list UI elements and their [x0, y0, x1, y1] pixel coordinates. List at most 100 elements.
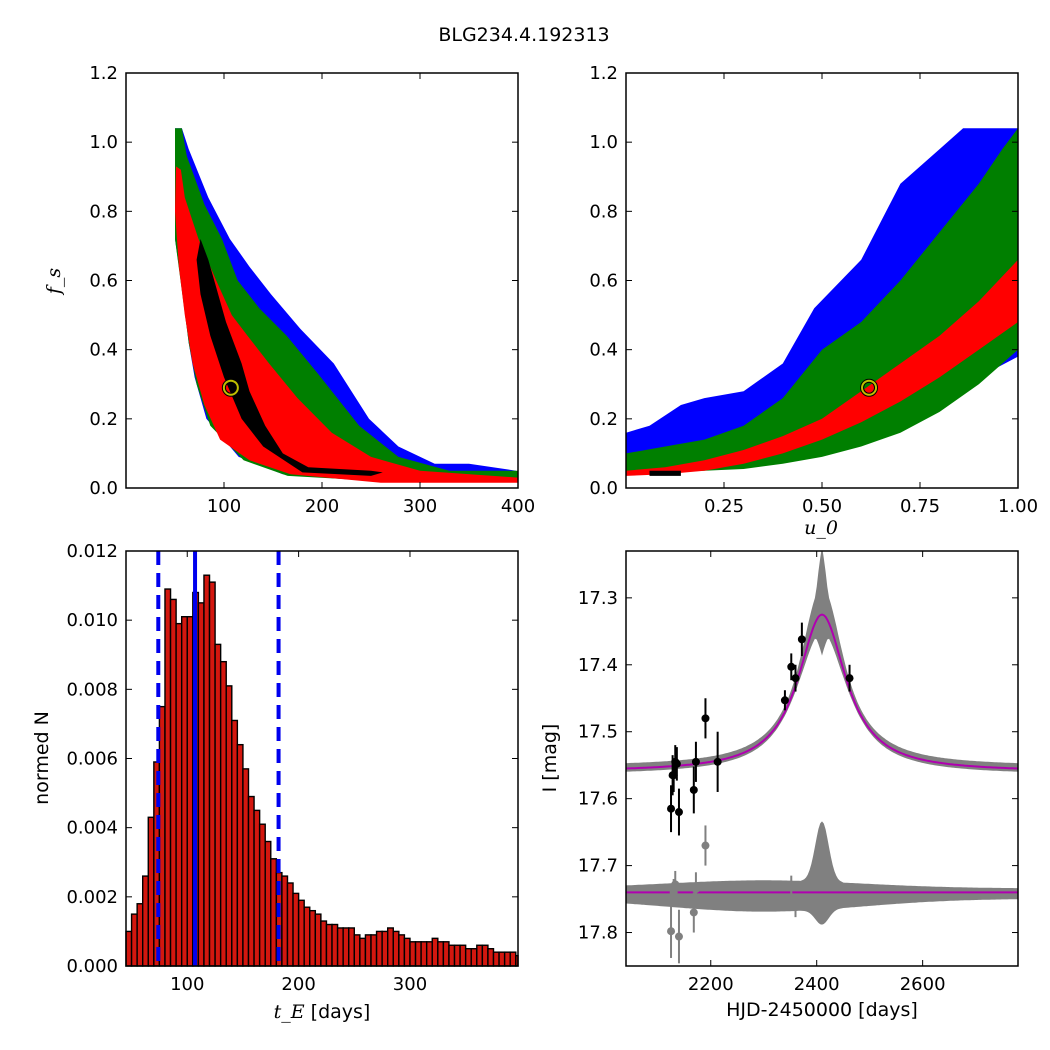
hist-bar — [348, 927, 355, 967]
p2-region-red — [626, 259, 1018, 476]
p3-ytick-label: 0.006 — [66, 749, 118, 770]
p1-ytick-label: 0.8 — [89, 201, 118, 222]
p2-region-black — [649, 470, 681, 476]
hist-bar — [264, 840, 272, 967]
p4-xtick-label: 2400 — [794, 974, 840, 995]
p1-confidence-regions — [175, 128, 518, 483]
data-point — [780, 696, 789, 705]
hist-bar — [147, 816, 155, 967]
residual-point — [787, 881, 796, 890]
residual-point — [671, 880, 680, 889]
hist-bar — [342, 927, 350, 967]
p3-xlabel-unit: [days] — [311, 1001, 371, 1023]
p3-vertical-lines — [156, 551, 281, 966]
hist-bar — [286, 882, 294, 967]
p2-ytick-label: 0.2 — [589, 409, 618, 430]
hist-bar — [130, 913, 138, 967]
p4-ytick-label: 17.8 — [578, 923, 618, 944]
p1-ylabel: f_s — [43, 268, 65, 297]
residual-point — [691, 885, 700, 894]
hist-bar — [509, 951, 517, 967]
p1-ytick-label: 1.0 — [89, 132, 118, 153]
hist-bar — [314, 913, 322, 967]
p2-ytick-label: 1.0 — [589, 132, 618, 153]
p1-best-fit-marker-inner — [222, 379, 239, 396]
hist-bar — [331, 923, 339, 967]
hist-bar — [197, 602, 205, 967]
p3-xlabel: t_E [days] — [274, 1001, 371, 1023]
hist-bar — [281, 875, 289, 967]
residual-point — [669, 888, 678, 897]
p1-ytick-label: 1.2 — [89, 63, 118, 84]
best-fit-model-line — [626, 613, 1018, 770]
p2-xtick-label: 1.00 — [998, 496, 1038, 517]
hist-bar — [142, 875, 149, 967]
p4-xtick-label: 2200 — [688, 974, 734, 995]
hist-bar — [403, 937, 411, 967]
p3-ytick-label: 0.000 — [66, 956, 118, 977]
hist-bar — [353, 934, 361, 967]
p3-ytick-label: 0.002 — [66, 887, 118, 908]
p4-ytick-label: 17.4 — [578, 655, 618, 676]
p4-ticks: 2200 2400 2600 17.3 17.4 17.5 17.6 17.7 17.8 — [578, 551, 1018, 995]
hist-bar — [425, 941, 433, 967]
data-point — [791, 674, 800, 683]
hist-bar — [431, 937, 439, 967]
data-point — [689, 785, 698, 794]
data-point — [691, 757, 700, 766]
hist-bar — [398, 934, 406, 967]
residual-point — [667, 927, 676, 936]
hist-bar — [481, 944, 489, 967]
p4-ylabel: I [mag] — [539, 724, 561, 793]
p2-ytick-label: 0.8 — [589, 201, 618, 222]
residual-point — [689, 908, 698, 917]
hist-bar — [387, 927, 394, 967]
hist-bar — [180, 616, 188, 967]
hist-bar — [203, 574, 211, 967]
hist-bar — [325, 923, 333, 967]
hist-bar — [370, 934, 378, 967]
hist-bar — [292, 892, 300, 967]
p3-ytick-label: 0.008 — [66, 679, 118, 700]
hist-bar — [336, 927, 344, 967]
hist-bar — [164, 588, 172, 967]
p4-ytick-label: 17.5 — [578, 722, 618, 743]
hist-bar — [448, 944, 456, 967]
hist-bar — [470, 948, 478, 967]
hist-bar — [242, 768, 250, 967]
p2-best-fit-marker-inner — [861, 379, 878, 396]
p2-ytick-label: 1.2 — [589, 63, 618, 84]
hist-bar — [320, 920, 328, 967]
hist-bar — [492, 951, 500, 967]
p4-axes-frame — [625, 550, 1019, 967]
p3-ticks: 100 200 300 0.000 0.002 0.004 0.006 0.008 0.010 0… — [66, 541, 518, 995]
data-point — [667, 804, 676, 813]
hist-bar — [297, 899, 305, 967]
p1-xtick-label: 200 — [305, 496, 339, 517]
panel-lightcurve: 2200 2400 2600 17.3 17.4 17.5 17.6 17.7 17.8 I [… — [539, 550, 1019, 1021]
hist-bar — [214, 643, 222, 967]
hist-bar — [225, 685, 233, 967]
p2-ytick-label: 0.4 — [589, 340, 618, 361]
p4-xlabel: HJD-2450000 [days] — [726, 999, 918, 1021]
p1-xtick-label: 300 — [403, 496, 437, 517]
p2-ytick-label: 0.6 — [589, 271, 618, 292]
p1-xtick-label: 100 — [207, 496, 241, 517]
hist-bar — [186, 616, 194, 967]
p4-model-and-data — [626, 551, 1018, 964]
hist-bar — [476, 944, 484, 967]
p3-ylabel: normed N — [31, 711, 53, 805]
hist-bar — [442, 941, 450, 967]
hist-bar — [236, 743, 244, 967]
p1-region-red — [175, 166, 518, 483]
hist-bar — [437, 941, 445, 967]
p1-ytick-label: 0.4 — [89, 340, 118, 361]
data-point — [701, 714, 710, 723]
p4-xtick-label: 2600 — [900, 974, 946, 995]
hist-bar — [231, 719, 239, 967]
panel-fs-vs-tE: 100 200 300 400 0.0 0.2 0.4 0.6 0.8 1.0 1.2 f_s — [43, 63, 535, 517]
p4-ytick-label: 17.3 — [578, 588, 618, 609]
p3-ytick-label: 0.012 — [66, 541, 118, 562]
data-point — [713, 757, 722, 766]
hist-bar — [381, 930, 389, 967]
